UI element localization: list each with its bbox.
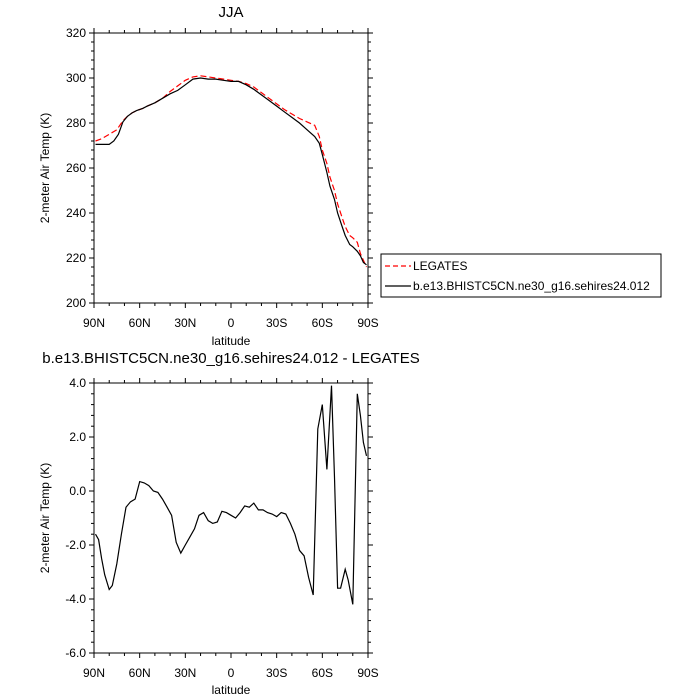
series-line-0-0 xyxy=(95,75,368,268)
y-tick-label: 200 xyxy=(66,296,86,310)
y-tick-label: 220 xyxy=(66,251,86,265)
top-chart-panel: JJA 2-meter Air Temp (K) latitude 200 220… xyxy=(38,4,379,348)
legend: LEGATES b.e13.BHISTC5CN.ne30_g16.sehires… xyxy=(380,253,662,298)
x-tick-label: 90S xyxy=(357,316,378,330)
x-tick-label: 60S xyxy=(312,316,333,330)
x-tick-label: 30S xyxy=(266,666,287,680)
y-tick-label: 320 xyxy=(66,26,86,40)
top-chart-x-axis-label: latitude xyxy=(212,334,251,348)
bottom-chart-x-axis-label: latitude xyxy=(212,683,251,697)
x-tick-label: 60N xyxy=(129,666,151,680)
y-tick-label: 240 xyxy=(66,206,86,220)
x-tick-label: 90N xyxy=(83,666,105,680)
y-tick-label: 2.0 xyxy=(69,430,86,444)
plot-frame xyxy=(93,382,369,654)
top-chart-y-axis-label: 2-meter Air Temp (K) xyxy=(38,113,52,223)
y-tick-label: 0.0 xyxy=(69,484,86,498)
y-tick-label: -2.0 xyxy=(65,538,86,552)
x-tick-label: 60N xyxy=(129,316,151,330)
bottom-chart-panel: b.e13.BHISTC5CN.ne30_g16.sehires24.012 -… xyxy=(38,350,420,697)
bottom-chart-y-axis-label: 2-meter Air Temp (K) xyxy=(38,463,52,573)
plot-frame xyxy=(93,32,369,304)
x-tick-label: 30N xyxy=(174,666,196,680)
y-tick-label: 300 xyxy=(66,71,86,85)
series-line-1-0 xyxy=(94,385,368,605)
legend-box xyxy=(380,253,662,298)
y-tick-label: 260 xyxy=(66,161,86,175)
x-tick-label: 90N xyxy=(83,316,105,330)
series-line-0-1 xyxy=(95,77,367,266)
y-tick-label: 4.0 xyxy=(69,376,86,390)
y-tick-label: 280 xyxy=(66,116,86,130)
y-tick-label: -4.0 xyxy=(65,592,86,606)
x-tick-label: 0 xyxy=(228,316,235,330)
legend-label-legates: LEGATES xyxy=(413,259,467,273)
x-tick-label: 90S xyxy=(357,666,378,680)
top-chart-title: JJA xyxy=(218,4,243,21)
legend-label-model: b.e13.BHISTC5CN.ne30_g16.sehires24.012 xyxy=(413,279,650,293)
x-tick-label: 0 xyxy=(228,666,235,680)
y-tick-label: -6.0 xyxy=(65,646,86,660)
x-tick-label: 30S xyxy=(266,316,287,330)
bottom-chart-title: b.e13.BHISTC5CN.ne30_g16.sehires24.012 -… xyxy=(42,350,419,367)
x-tick-label: 60S xyxy=(312,666,333,680)
x-tick-label: 30N xyxy=(174,316,196,330)
